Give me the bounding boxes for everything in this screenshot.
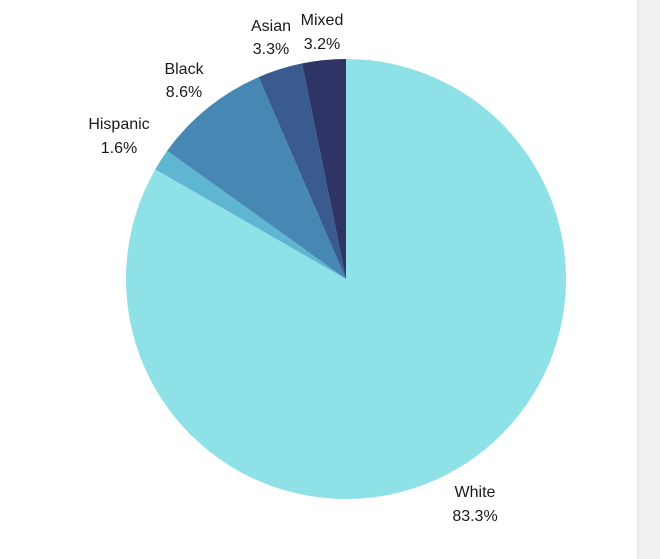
- label-white-name: White: [455, 484, 496, 501]
- label-hispanic-value: 1.6%: [101, 140, 137, 157]
- label-asian-value: 3.3%: [253, 41, 289, 58]
- scrollbar-track[interactable]: [637, 0, 660, 559]
- label-hispanic-name: Hispanic: [88, 116, 149, 133]
- pie-slice-white: [125, 59, 566, 500]
- label-asian-name: Asian: [251, 18, 291, 35]
- pie-slice-hispanic: [155, 150, 346, 279]
- pie-labels: White 83.3% Hispanic 1.6% Black 8.6% Asi…: [88, 12, 497, 525]
- label-black-name: Black: [164, 61, 204, 78]
- pie-slice-mixed: [302, 59, 346, 279]
- label-black-value: 8.6%: [166, 84, 202, 101]
- pie-slices: [125, 59, 566, 500]
- label-mixed-value: 3.2%: [304, 36, 340, 53]
- label-mixed-name: Mixed: [301, 12, 344, 29]
- pie-slice-asian: [258, 63, 346, 280]
- pie-slice-black: [167, 77, 346, 279]
- label-white-value: 83.3%: [452, 508, 497, 525]
